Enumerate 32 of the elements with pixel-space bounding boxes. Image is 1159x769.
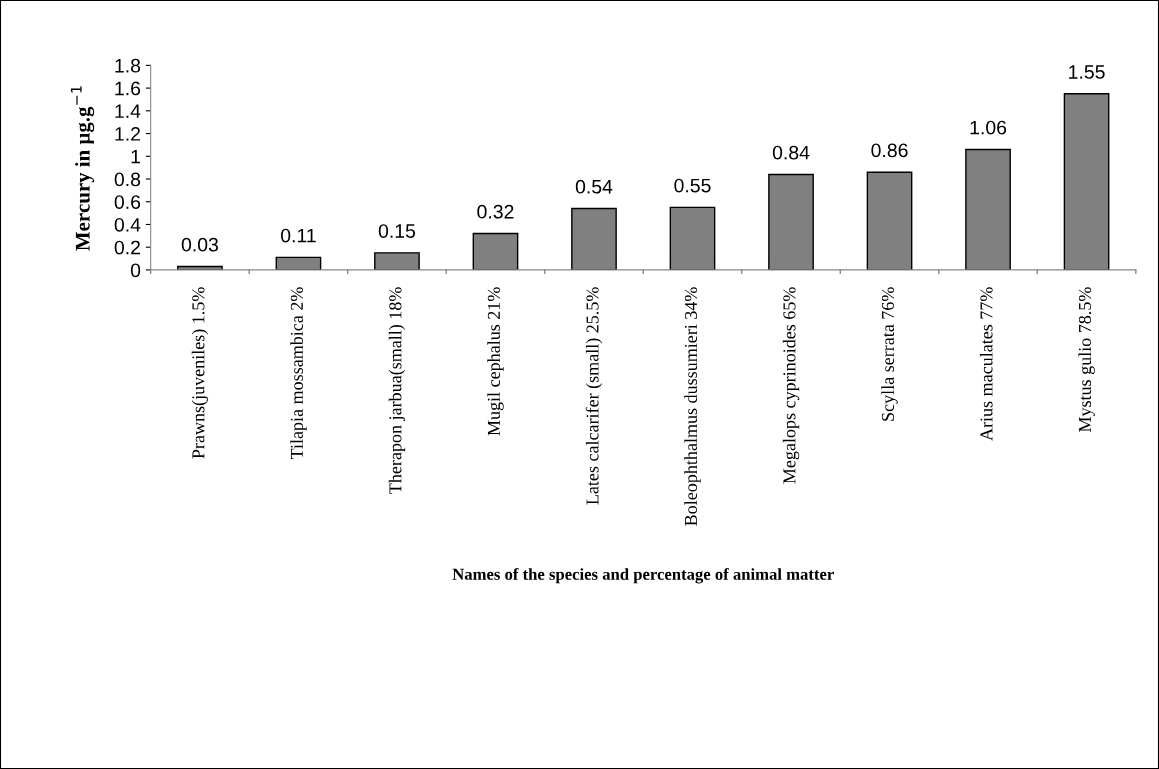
y-tick-label: 0 xyxy=(130,263,141,278)
y-tick-label: 1.6 xyxy=(115,81,141,96)
y-tick-label: 0.2 xyxy=(114,240,140,255)
y-tick-label: 0.4 xyxy=(114,217,141,232)
y-tick-label: 1.2 xyxy=(115,127,140,141)
x-tick-label: Therapon jarbua(small) 18% xyxy=(388,287,406,494)
y-tick-label: 0.6 xyxy=(114,195,141,209)
x-tick-label: Arius maculates 77% xyxy=(979,287,993,441)
x-tick-label: Megalops cyprinoides 65% xyxy=(782,287,800,484)
data-label: 0.15 xyxy=(378,224,416,238)
y-tick-label: 1.8 xyxy=(115,58,141,73)
y-axis-title: Mercury in µg.g$^{−1}$ xyxy=(70,86,95,251)
data-label: 0.84 xyxy=(772,145,810,160)
data-label: 1.06 xyxy=(970,120,1007,135)
x-tick-label: Scylla serrata 76% xyxy=(881,287,898,421)
x-tick-label: Tilapia mossambica 2% xyxy=(290,287,307,460)
x-axis-title: Names of the species and percentage of animal matter xyxy=(452,567,834,584)
y-tick-label: 1.4 xyxy=(115,104,141,118)
x-tick-label: Prawns(juveniles) 1.5% xyxy=(191,287,209,459)
y-tick-label: 1 xyxy=(131,149,140,164)
data-label: 0.55 xyxy=(674,178,711,193)
x-tick-label: Mystus gulio 78.5% xyxy=(1078,287,1095,433)
y-tick-label: 0.8 xyxy=(114,172,141,187)
data-label: 0.86 xyxy=(871,143,908,158)
data-label: 0.11 xyxy=(281,228,316,243)
x-tick-label: Mugil cephalus 21% xyxy=(487,287,504,436)
data-label: 0.54 xyxy=(575,179,613,194)
x-tick-label: Boleophthalmus dussumieri 34% xyxy=(684,287,701,526)
x-tick-label: Lates calcarifer (small) 25.5% xyxy=(585,287,603,505)
data-label: 1.55 xyxy=(1069,65,1105,79)
data-label: 0.32 xyxy=(477,204,514,219)
data-label: 0.03 xyxy=(181,237,218,252)
